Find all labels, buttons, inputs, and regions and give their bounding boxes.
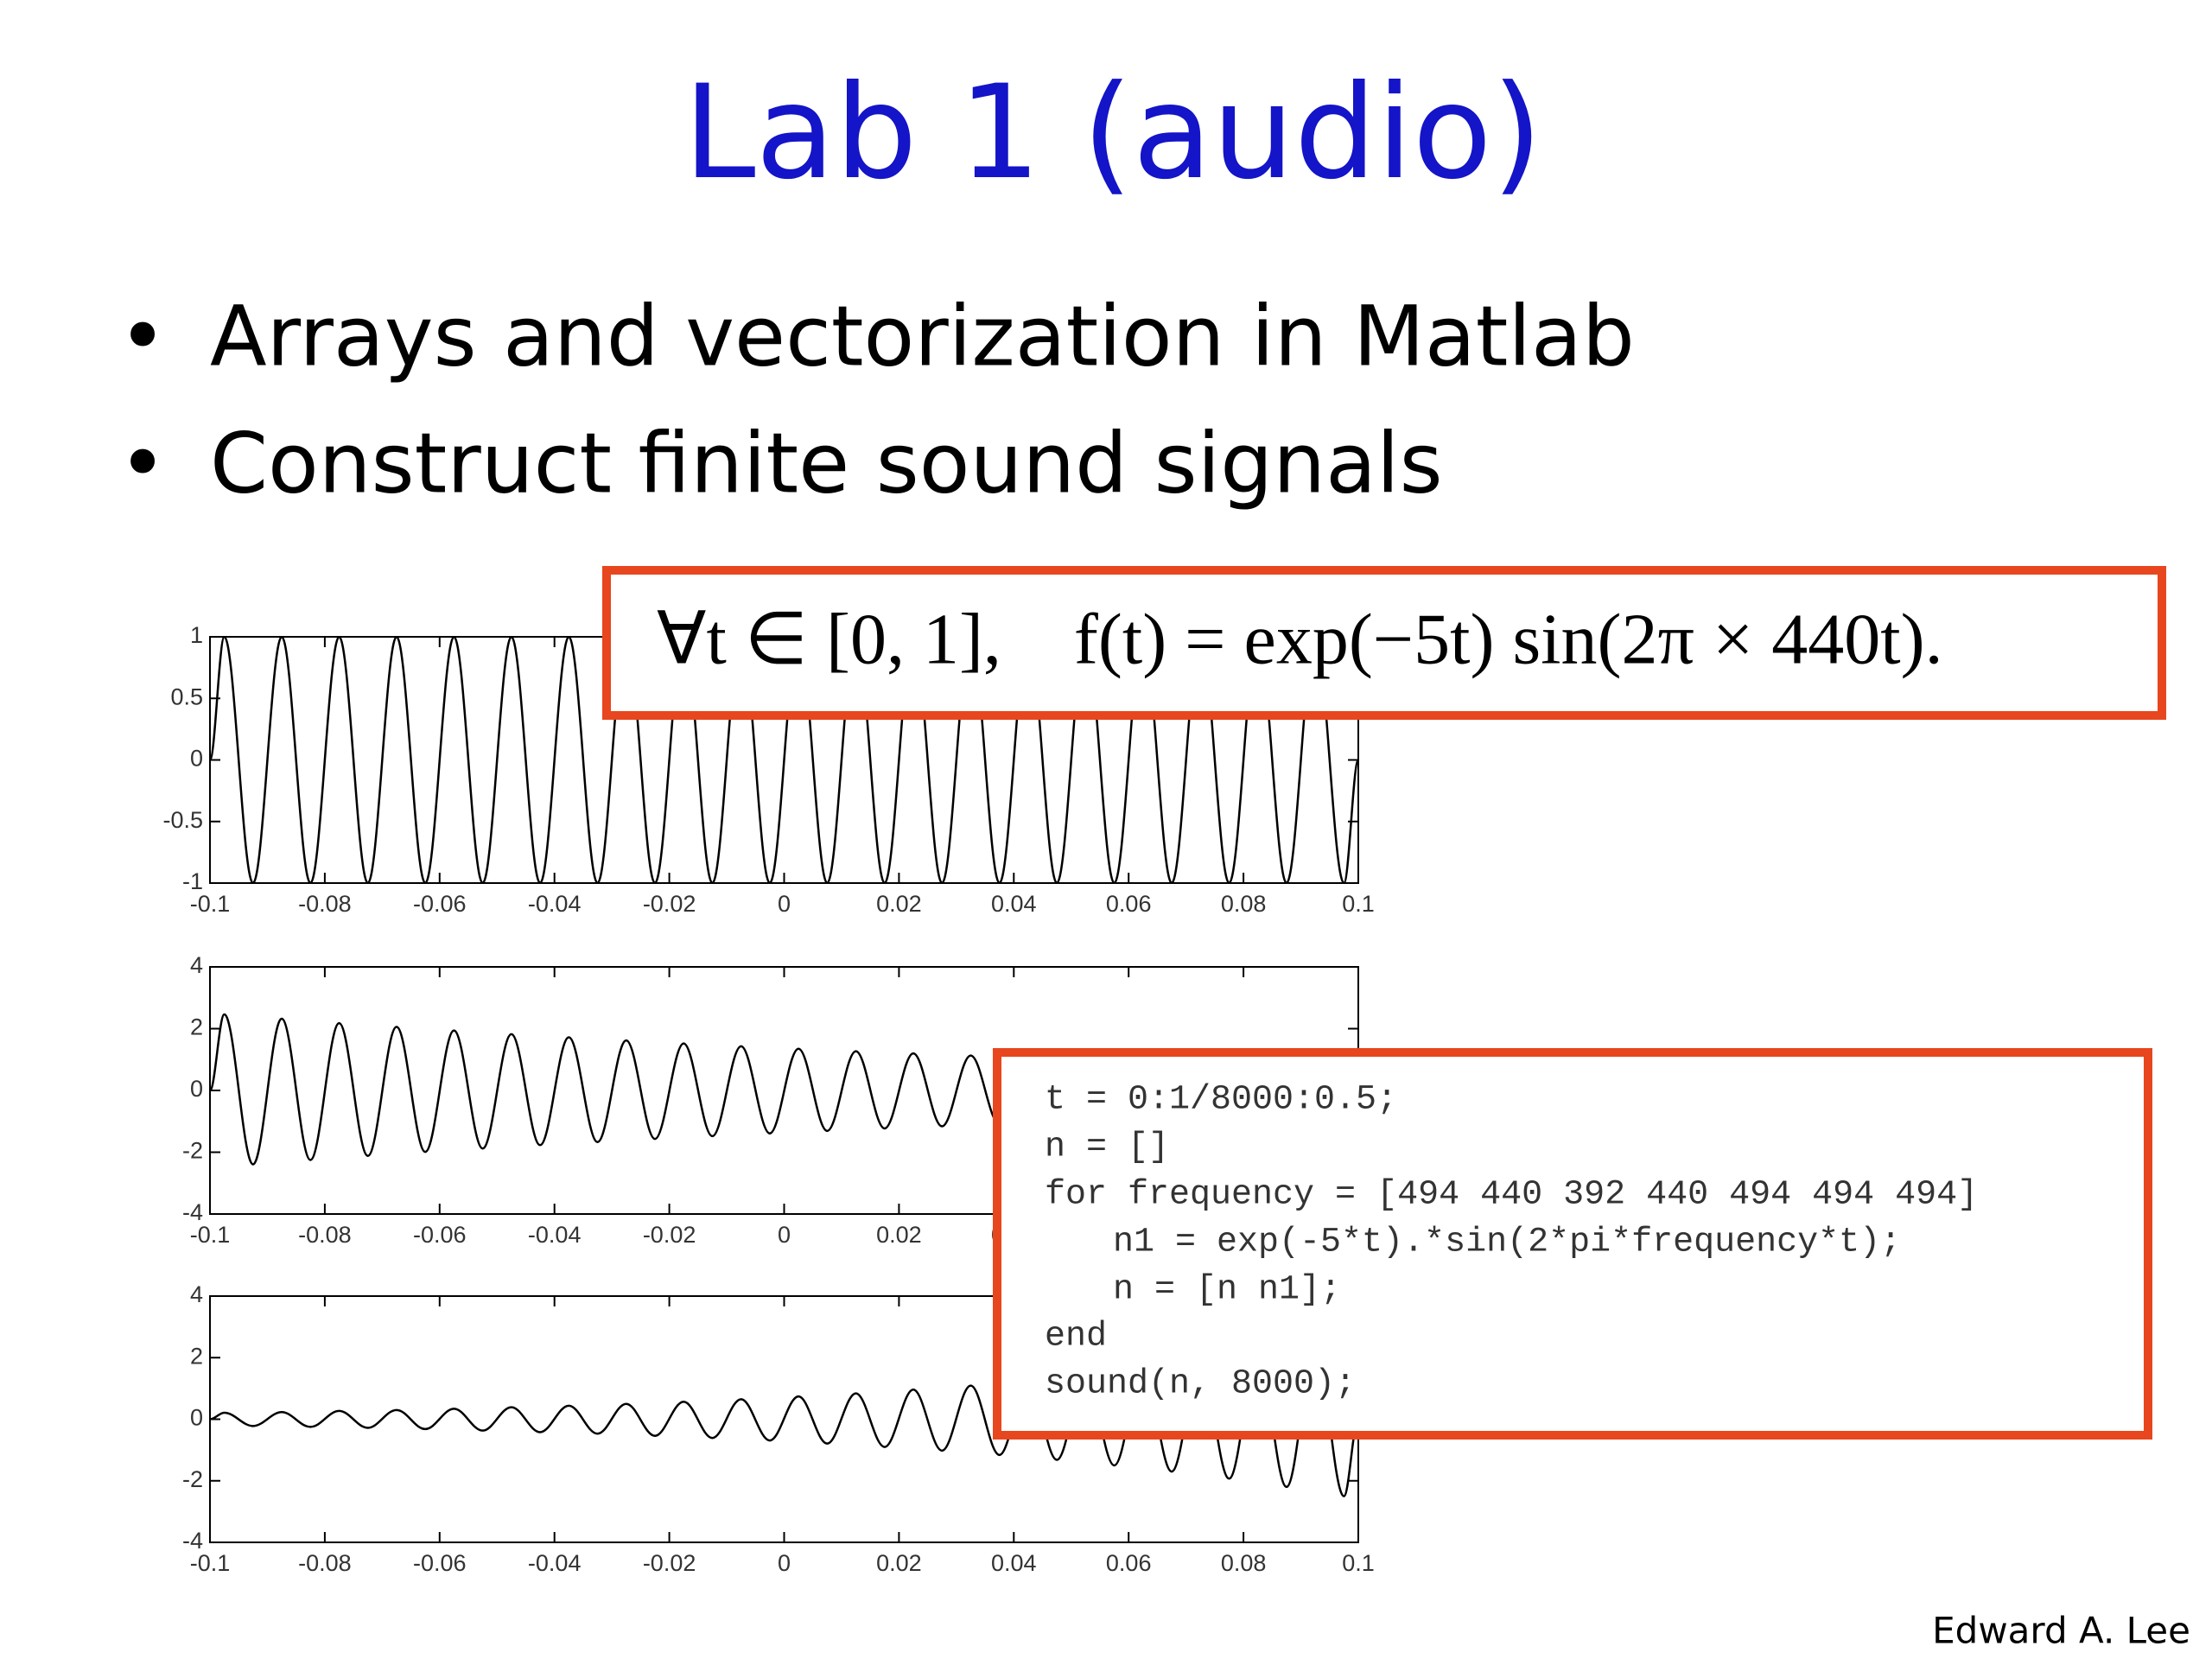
y-tick-label: -4 <box>182 1528 203 1554</box>
code-line: end <box>1045 1318 1107 1357</box>
signal-line <box>210 637 1358 883</box>
x-tick-label: 0.1 <box>1342 891 1375 917</box>
x-tick-label: 0.06 <box>1106 1550 1152 1576</box>
y-tick-label: 0 <box>190 1076 203 1102</box>
x-tick-label: -0.06 <box>413 1550 467 1576</box>
y-tick-label: 4 <box>190 952 203 978</box>
x-tick-label: -0.02 <box>643 1550 696 1576</box>
y-tick-label: -1 <box>182 868 203 894</box>
x-tick-label: -0.04 <box>528 891 582 917</box>
x-tick-label: 0.02 <box>876 1222 922 1248</box>
y-tick-label: -2 <box>182 1138 203 1164</box>
x-tick-label: 0 <box>778 1550 791 1576</box>
x-tick-label: 0.04 <box>991 891 1037 917</box>
x-tick-label: -0.04 <box>528 1550 582 1576</box>
formula-box <box>602 566 2166 720</box>
bullet-dot: • <box>118 415 168 512</box>
code-line: sound(n, 8000); <box>1045 1365 1356 1404</box>
code-line: n1 = exp(-5*t).*sin(2*pi*frequency*t); <box>1113 1224 1901 1262</box>
x-tick-label: 0.08 <box>1221 891 1267 917</box>
x-tick-label: 0.02 <box>876 1550 922 1576</box>
y-tick-label: -4 <box>182 1199 203 1225</box>
signal-line <box>210 1345 1358 1497</box>
y-tick-label: -0.5 <box>162 807 203 833</box>
bullet-text: Arrays and vectorization in Matlab <box>210 288 1635 385</box>
code-line: t = 0:1/8000:0.5; <box>1045 1081 1397 1120</box>
x-tick-label: -0.1 <box>190 1222 231 1248</box>
x-tick-label: 0 <box>778 891 791 917</box>
x-tick-label: -0.06 <box>413 891 467 917</box>
x-tick-label: 0.02 <box>876 891 922 917</box>
y-tick-label: 0.5 <box>170 683 203 709</box>
x-tick-label: 0.08 <box>1221 1550 1267 1576</box>
x-tick-label: -0.04 <box>528 1222 582 1248</box>
x-tick-label: -0.08 <box>298 1222 352 1248</box>
x-tick-label: 0.04 <box>991 1550 1037 1576</box>
x-tick-label: 0.1 <box>1342 1550 1375 1576</box>
author: Edward A. Lee <box>1932 1610 2190 1652</box>
x-tick-label: 0.06 <box>1106 891 1152 917</box>
y-tick-label: 2 <box>190 1014 203 1040</box>
x-tick-label: -0.1 <box>190 891 231 917</box>
y-tick-label: 1 <box>190 622 203 648</box>
formula: ∀t ∈ [0, 1], f(t) = exp(−5t) sin(2π × 44… <box>657 599 1943 679</box>
x-tick-label: -0.02 <box>643 1222 696 1248</box>
x-tick-label: -0.06 <box>413 1222 467 1248</box>
slide-title: Lab 1 (audio) <box>683 58 1542 208</box>
y-tick-label: 2 <box>190 1343 203 1369</box>
y-tick-label: 0 <box>190 746 203 772</box>
code-box <box>993 1048 2152 1440</box>
x-tick-label: -0.1 <box>190 1550 231 1576</box>
x-tick-label: 0 <box>778 1222 791 1248</box>
x-tick-label: -0.02 <box>643 891 696 917</box>
overlays: ∀t ∈ [0, 1], f(t) = exp(−5t) sin(2π × 44… <box>602 566 2166 1440</box>
code-line: for frequency = [494 440 392 440 494 494… <box>1045 1176 1978 1215</box>
bullet-dot: • <box>118 288 168 385</box>
x-tick-label: -0.08 <box>298 1550 352 1576</box>
y-tick-label: 4 <box>190 1281 203 1307</box>
bullet-text: Construct finite sound signals <box>210 415 1443 512</box>
code-line: n = [n n1]; <box>1113 1271 1341 1310</box>
y-tick-label: -2 <box>182 1466 203 1492</box>
y-tick-label: 0 <box>190 1405 203 1431</box>
x-tick-label: -0.08 <box>298 891 352 917</box>
code-line: n = [] <box>1045 1128 1169 1167</box>
